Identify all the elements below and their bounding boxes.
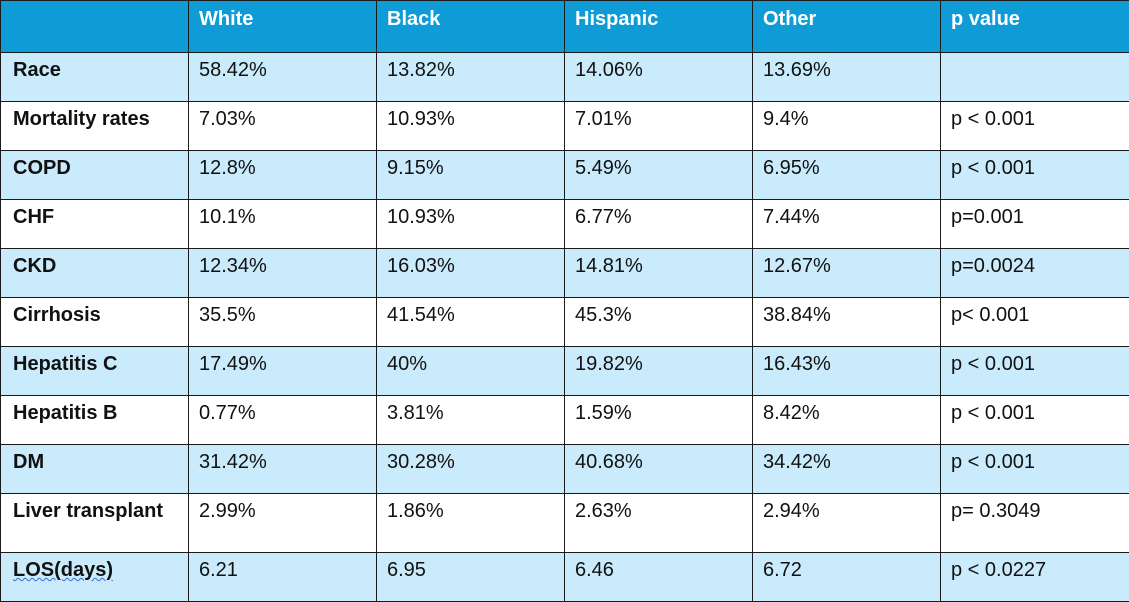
table-cell: 5.49% (565, 151, 753, 200)
table-cell: 30.28% (377, 445, 565, 494)
table-cell: 10.1% (189, 200, 377, 249)
table-cell: p < 0.001 (941, 102, 1129, 151)
table-header: White Black Hispanic Other p value (1, 1, 1129, 53)
table-cell: 0.77% (189, 396, 377, 445)
header-cell-hispanic: Hispanic (565, 1, 753, 53)
table-cell: 35.5% (189, 298, 377, 347)
table-cell: p < 0.001 (941, 396, 1129, 445)
table-cell: 31.42% (189, 445, 377, 494)
table-cell: 14.06% (565, 53, 753, 102)
header-cell-corner (1, 1, 189, 53)
table-cell: 6.95 (377, 553, 565, 602)
table-cell: 1.86% (377, 494, 565, 553)
table-cell: 8.42% (753, 396, 941, 445)
row-label: CKD (1, 249, 189, 298)
table-cell: p= 0.3049 (941, 494, 1129, 553)
header-cell-p-value: p value (941, 1, 1129, 53)
table-body: Race 58.42% 13.82% 14.06% 13.69% Mortali… (1, 53, 1129, 602)
table-cell: 6.21 (189, 553, 377, 602)
table-cell: 6.95% (753, 151, 941, 200)
table-cell: 2.94% (753, 494, 941, 553)
table-cell: 6.72 (753, 553, 941, 602)
table-cell: p< 0.001 (941, 298, 1129, 347)
table-cell: 14.81% (565, 249, 753, 298)
table-row: Liver transplant 2.99% 1.86% 2.63% 2.94%… (1, 494, 1129, 553)
header-cell-black: Black (377, 1, 565, 53)
row-label: Mortality rates (1, 102, 189, 151)
table-cell: 12.8% (189, 151, 377, 200)
table-cell: 19.82% (565, 347, 753, 396)
table-cell: 2.99% (189, 494, 377, 553)
row-label: Liver transplant (1, 494, 189, 553)
table-cell: 3.81% (377, 396, 565, 445)
table-cell: 12.67% (753, 249, 941, 298)
table-cell: p=0.0024 (941, 249, 1129, 298)
header-row: White Black Hispanic Other p value (1, 1, 1129, 53)
table-cell: 16.43% (753, 347, 941, 396)
row-label: LOS(days) (1, 553, 189, 602)
table-cell: 1.59% (565, 396, 753, 445)
table-cell: 40% (377, 347, 565, 396)
table-cell (941, 53, 1129, 102)
los-label-text: LOS(days) (13, 559, 113, 581)
table-cell: 9.4% (753, 102, 941, 151)
header-cell-white: White (189, 1, 377, 53)
table-cell: 6.46 (565, 553, 753, 602)
table-cell: p < 0.001 (941, 151, 1129, 200)
table-cell: 12.34% (189, 249, 377, 298)
row-label: Race (1, 53, 189, 102)
table-cell: 58.42% (189, 53, 377, 102)
table-cell: 10.93% (377, 102, 565, 151)
table-cell: 45.3% (565, 298, 753, 347)
table-cell: 2.63% (565, 494, 753, 553)
table-cell: p < 0.0227 (941, 553, 1129, 602)
table-cell: p < 0.001 (941, 347, 1129, 396)
table-row: DM 31.42% 30.28% 40.68% 34.42% p < 0.001 (1, 445, 1129, 494)
table-row: Cirrhosis 35.5% 41.54% 45.3% 38.84% p< 0… (1, 298, 1129, 347)
row-label: CHF (1, 200, 189, 249)
table-row: CKD 12.34% 16.03% 14.81% 12.67% p=0.0024 (1, 249, 1129, 298)
table-cell: 41.54% (377, 298, 565, 347)
table-cell: 10.93% (377, 200, 565, 249)
row-label: Hepatitis B (1, 396, 189, 445)
table-cell: 17.49% (189, 347, 377, 396)
table-row: LOS(days) 6.21 6.95 6.46 6.72 p < 0.0227 (1, 553, 1129, 602)
table-cell: 40.68% (565, 445, 753, 494)
table-cell: 7.44% (753, 200, 941, 249)
table-cell: 13.69% (753, 53, 941, 102)
table-row: Hepatitis B 0.77% 3.81% 1.59% 8.42% p < … (1, 396, 1129, 445)
table-row: Mortality rates 7.03% 10.93% 7.01% 9.4% … (1, 102, 1129, 151)
row-label: DM (1, 445, 189, 494)
row-label: Hepatitis C (1, 347, 189, 396)
row-label: COPD (1, 151, 189, 200)
table-cell: 34.42% (753, 445, 941, 494)
table-row: Hepatitis C 17.49% 40% 19.82% 16.43% p <… (1, 347, 1129, 396)
table-cell: p=0.001 (941, 200, 1129, 249)
table-cell: 7.01% (565, 102, 753, 151)
table-cell: 16.03% (377, 249, 565, 298)
table-cell: 13.82% (377, 53, 565, 102)
table-row: COPD 12.8% 9.15% 5.49% 6.95% p < 0.001 (1, 151, 1129, 200)
header-cell-other: Other (753, 1, 941, 53)
table-cell: p < 0.001 (941, 445, 1129, 494)
table-cell: 9.15% (377, 151, 565, 200)
table-cell: 38.84% (753, 298, 941, 347)
row-label: Cirrhosis (1, 298, 189, 347)
table-row: CHF 10.1% 10.93% 6.77% 7.44% p=0.001 (1, 200, 1129, 249)
table-cell: 7.03% (189, 102, 377, 151)
table-row: Race 58.42% 13.82% 14.06% 13.69% (1, 53, 1129, 102)
table-cell: 6.77% (565, 200, 753, 249)
